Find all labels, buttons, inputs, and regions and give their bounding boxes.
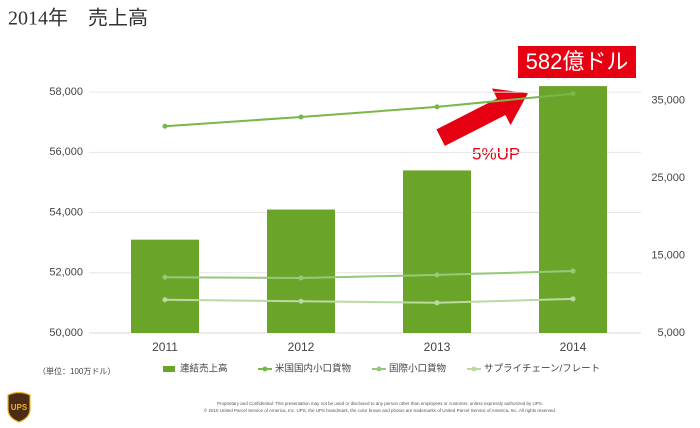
x-tick-label: 2011	[152, 340, 178, 354]
legend-swatch	[471, 366, 477, 372]
line-point	[298, 275, 304, 281]
bar	[131, 239, 199, 333]
x-tick-label: 2012	[288, 340, 315, 354]
line	[164, 92, 574, 128]
legend-label: 連結売上高	[180, 363, 228, 375]
line-point	[434, 300, 440, 306]
y2-tick-label: 25,000	[651, 172, 685, 184]
line-point	[570, 296, 576, 302]
arrow-shape	[434, 86, 531, 148]
logo-shield	[7, 391, 31, 423]
y-tick-label: 52,000	[49, 267, 83, 279]
x-tick-label: 2014	[560, 340, 587, 354]
line	[164, 297, 574, 304]
y2-tick-label: 35,000	[651, 95, 685, 107]
legend-label: サプライチェーン/フレート	[484, 364, 600, 375]
legend-swatch	[163, 366, 175, 372]
line-point	[298, 298, 304, 304]
logo-text: UPS	[11, 403, 28, 412]
legend-swatch	[262, 366, 268, 372]
legend-swatch	[376, 366, 382, 372]
chart-title: 2014年 売上高	[8, 7, 148, 30]
footer-text: © 2015 United Parcel Service of America,…	[204, 407, 556, 413]
y-tick-label: 54,000	[49, 206, 83, 218]
line-point	[162, 297, 168, 303]
line-point	[570, 268, 576, 274]
y-tick-label: 58,000	[49, 86, 83, 98]
total-box	[518, 46, 636, 78]
growth-annotation: 5%UP	[472, 144, 520, 163]
line-point	[162, 274, 168, 280]
x-tick-label: 2013	[424, 340, 451, 354]
unit-note: （単位：100万ドル）	[38, 366, 115, 376]
legend-label: 国際小口貨物	[389, 363, 447, 375]
line-point	[434, 104, 440, 110]
total-annotation: 582億ドル	[526, 49, 629, 74]
bar	[403, 170, 471, 333]
growth-arrow	[434, 86, 531, 148]
line	[164, 270, 574, 280]
line-point	[298, 114, 304, 120]
y2-tick-label: 15,000	[651, 249, 685, 261]
y-tick-label: 50,000	[49, 327, 83, 339]
line-point	[162, 123, 168, 129]
line-point	[434, 272, 440, 278]
y2-tick-label: 5,000	[657, 327, 685, 339]
logo: UPS	[7, 391, 31, 423]
bar	[539, 86, 607, 333]
bar	[267, 209, 335, 333]
y-tick-label: 56,000	[49, 146, 83, 158]
legend-label: 米国国内小口貨物	[275, 363, 352, 375]
footer-text: Proprietary and Confidential: This prese…	[217, 401, 543, 406]
line-point	[570, 91, 576, 97]
